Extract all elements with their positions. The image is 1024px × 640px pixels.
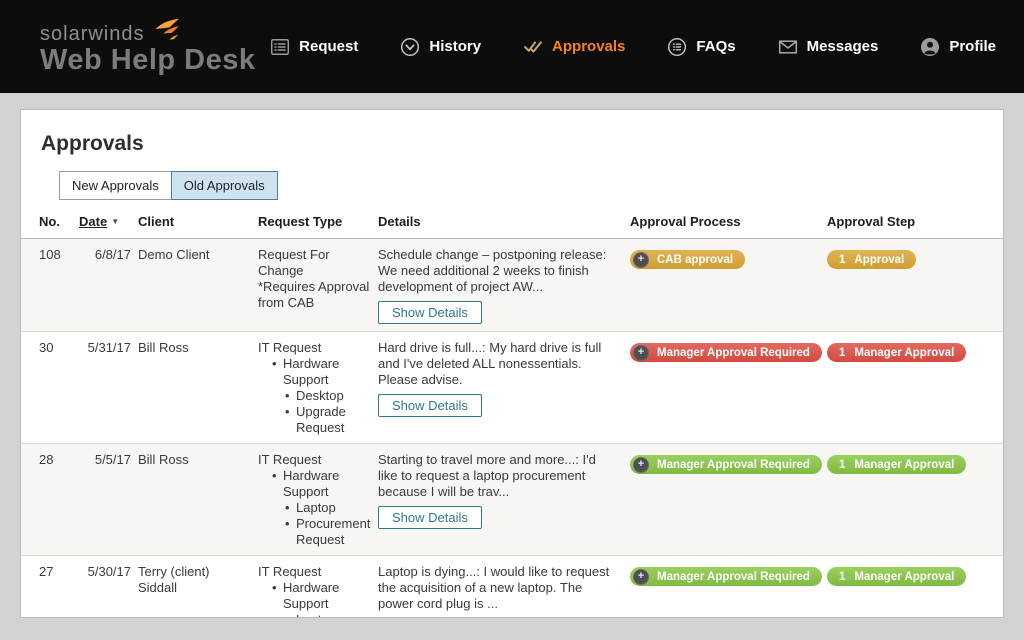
bullet-icon: • [285,404,290,419]
request-list-icon [270,37,290,57]
nav-item-profile[interactable]: Profile [920,37,996,57]
nav-item-request[interactable]: Request [270,37,358,57]
approvals-panel: Approvals New Approvals Old Approvals No… [20,109,1004,618]
history-icon [400,37,420,57]
column-header-details: Details [378,214,421,229]
plus-expand-icon: + [633,456,649,473]
plus-expand-icon: + [633,344,649,361]
nav-label: Profile [949,38,996,55]
messages-envelope-icon [778,37,798,57]
profile-person-icon [920,37,940,57]
nav-label: Request [299,38,359,55]
column-header-approval-process: Approval Process [630,214,741,229]
bullet-icon: • [272,356,277,371]
cell-client: Terry (client) Siddall [138,564,210,595]
bullet-icon: • [285,516,290,531]
nav-label: Approvals [552,38,626,55]
approval-step-badge: 1 Manager Approval [827,567,967,586]
nav-label: History [429,38,482,55]
bullet-icon: • [285,388,290,403]
nav-item-history[interactable]: History [400,37,481,57]
nav-label: Messages [806,38,879,55]
cell-approval-process: + Manager Approval Required [630,452,827,548]
cell-details: Laptop is dying...: I would like to requ… [378,564,630,617]
table-row: 28 5/5/17 Bill Ross IT Request • Hardware… [21,444,1003,556]
nav-label: FAQs [696,38,736,55]
show-details-button[interactable]: Show Details [378,394,482,417]
approvals-tabs: New Approvals Old Approvals [59,171,1003,200]
cell-request-type: IT Request • Hardware Support • Desktop • U… [258,340,346,435]
cell-approval-step: 1 Manager Approval [827,564,1003,617]
brand-product: Web Help Desk [40,44,256,76]
cell-request-type: Request For Change *Requires Approval fr… [258,247,370,310]
tab-old-approvals[interactable]: Old Approvals [170,171,278,200]
column-header-date[interactable]: Date ▼ [79,214,120,229]
cell-request-type: IT Request •Hardware Support •Laptop •Pr… [258,452,371,547]
show-details-button[interactable]: Show Details [378,301,482,324]
cell-no: 30 [39,340,54,355]
show-details-button[interactable]: Show Details [378,506,482,529]
faqs-icon [667,37,687,57]
cell-details: Starting to travel more and more...: I'd… [378,452,630,548]
cell-approval-step: 1 Manager Approval [827,340,1003,436]
nav-item-faqs[interactable]: FAQs [667,37,736,57]
nav-items: Request History Approvals [270,37,1024,57]
cell-date: 5/30/17 [87,564,131,579]
cell-no: 28 [39,452,54,467]
bullet-icon: • [272,468,277,483]
top-nav: solarwinds Web Help Desk [0,0,1024,93]
cell-details: Hard drive is full...: My hard drive is … [378,340,630,436]
table-header: No. Date ▼ Client Request Type Details Ap… [21,214,1003,239]
approval-process-badge[interactable]: + Manager Approval Required [630,343,822,362]
bullet-icon: • [285,500,290,515]
brand-logo: solarwinds Web Help Desk [40,18,255,75]
plus-expand-icon: + [633,568,649,585]
table-row: 30 5/31/17 Bill Ross IT Request • Hardwar… [21,332,1003,444]
approval-process-badge[interactable]: + Manager Approval Required [630,455,822,474]
cell-request-type: IT Request •Hardware Support •Laptop •Pr… [258,564,378,617]
approval-process-badge[interactable]: + Manager Approval Required [630,567,822,586]
brand-name: solarwinds [40,23,145,45]
column-header-request-type: Request Type [258,214,343,229]
cell-approval-process: + CAB approval [630,247,827,324]
tab-new-approvals[interactable]: New Approvals [59,171,172,200]
step-number: 1 [839,253,846,266]
cell-client: Bill Ross [138,340,189,355]
cell-no: 108 [39,247,61,262]
column-header-no: No. [39,214,60,229]
cell-client: Demo Client [138,247,210,262]
cell-date: 5/5/17 [94,452,131,467]
step-number: 1 [839,570,846,583]
page-title: Approvals [41,132,144,155]
nav-item-messages[interactable]: Messages [778,37,879,57]
plus-expand-icon: + [633,251,649,268]
table-row: 108 6/8/17 Demo Client Request For Chang… [21,239,1003,332]
sort-desc-icon: ▼ [111,217,120,226]
cell-no: 27 [39,564,54,579]
bullet-icon: • [285,612,296,617]
approval-step-badge: 1 Manager Approval [827,343,967,362]
approvals-double-check-icon [523,37,543,57]
cell-details: Schedule change – postponing release: We… [378,247,630,324]
column-header-client: Client [138,214,175,229]
nav-item-approvals[interactable]: Approvals [523,37,625,57]
approval-step-badge: 1 Manager Approval [827,455,967,474]
step-number: 1 [839,346,846,359]
cell-client: Bill Ross [138,452,189,467]
cell-approval-process: + Manager Approval Required [630,340,827,436]
approval-step-badge: 1 Approval [827,250,917,269]
solarwinds-swirl-icon [150,18,180,44]
step-number: 1 [839,458,846,471]
column-header-approval-step: Approval Step [827,214,916,229]
approval-process-badge[interactable]: + CAB approval [630,250,746,269]
cell-approval-step: 1 Approval [827,247,1003,324]
cell-date: 5/31/17 [87,340,131,355]
cell-date: 6/8/17 [94,247,131,262]
bullet-icon: • [272,580,277,595]
table-row: 27 5/30/17 Terry (client) Siddall IT Req… [21,556,1003,617]
cell-approval-process: + Manager Approval Required [630,564,827,617]
cell-approval-step: 1 Manager Approval [827,452,1003,548]
